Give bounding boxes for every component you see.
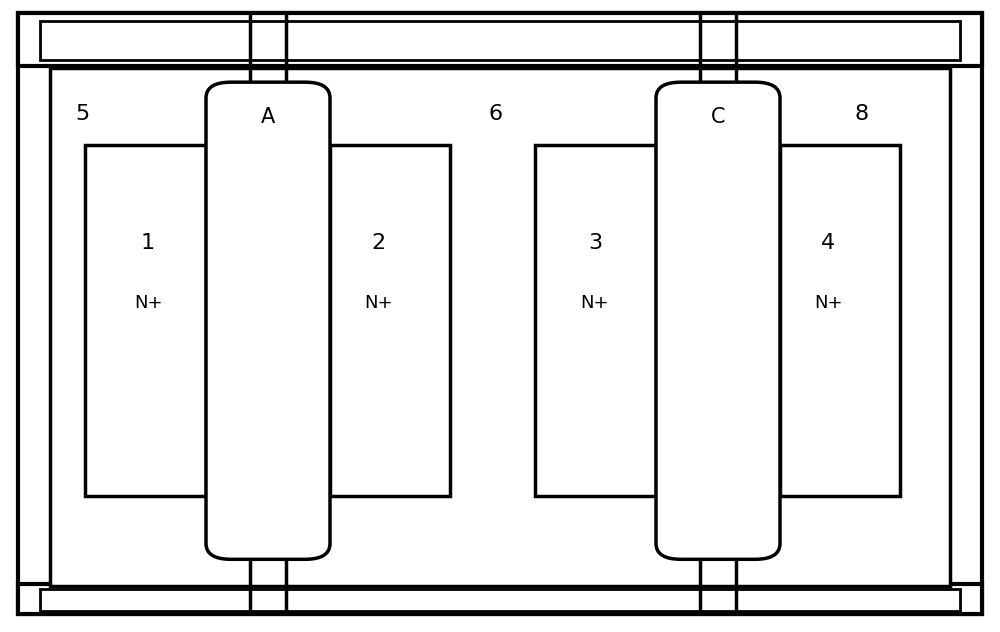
Bar [18, 13, 982, 66]
FancyBboxPatch shape [656, 82, 780, 559]
Text: 5: 5 [75, 104, 89, 125]
FancyBboxPatch shape [206, 82, 330, 559]
Bar [18, 584, 982, 614]
Text: N+: N+ [364, 295, 392, 312]
Bar [85, 145, 450, 496]
Text: 2: 2 [371, 233, 385, 253]
Text: A: A [261, 107, 275, 127]
Text: N+: N+ [581, 295, 609, 312]
Text: 6: 6 [488, 104, 502, 125]
Bar [535, 145, 900, 496]
Text: N+: N+ [134, 295, 162, 312]
Bar [40, 21, 960, 60]
Text: 1: 1 [141, 233, 155, 253]
Bar [50, 68, 950, 586]
Text: 4: 4 [821, 233, 835, 253]
Text: 8: 8 [855, 104, 869, 125]
Bar [40, 589, 960, 611]
Text: C: C [711, 107, 725, 127]
Text: 3: 3 [588, 233, 602, 253]
Text: N+: N+ [814, 295, 842, 312]
